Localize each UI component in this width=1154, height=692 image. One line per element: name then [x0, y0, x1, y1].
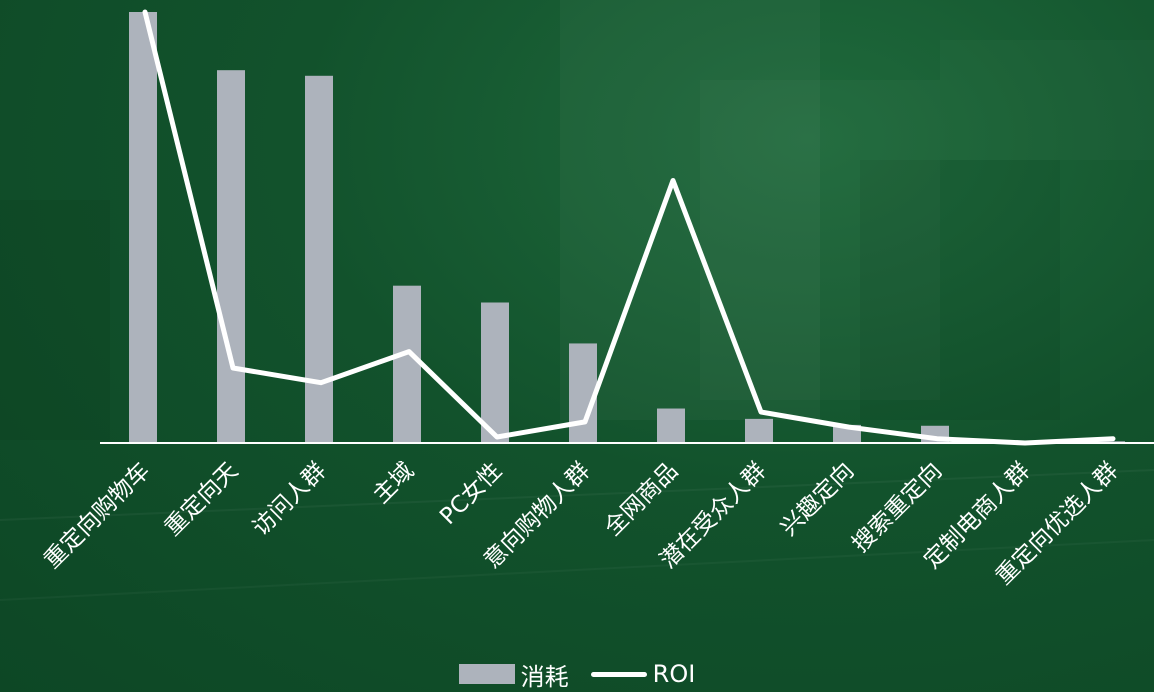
x-tick-label-2: 重定向天	[160, 458, 243, 541]
bar-2	[217, 70, 245, 443]
bar-4	[393, 285, 421, 443]
bar-6	[569, 343, 597, 443]
x-tick-label-5: PC女性	[435, 458, 507, 530]
bar-8	[745, 418, 773, 443]
bar-series	[129, 12, 1125, 444]
bar-5	[481, 302, 509, 443]
legend-line-swatch	[590, 671, 647, 677]
x-tick-label-4: 主域	[368, 458, 419, 509]
legend: 消耗 ROI	[0, 656, 1154, 692]
bar-7	[657, 408, 685, 443]
bar-1	[129, 12, 157, 443]
legend-item-roi: ROI	[590, 660, 696, 688]
x-tick-label-7: 全网商品	[600, 458, 683, 541]
legend-spend-label: 消耗	[520, 662, 569, 691]
x-tick-label-1: 重定向购物车	[39, 458, 155, 574]
roi-line	[142, 9, 1116, 446]
legend-item-spend: 消耗	[458, 657, 569, 692]
x-tick-label-3: 访问人群	[248, 458, 331, 541]
legend-bar-swatch	[458, 664, 515, 684]
legend-roi-label: ROI	[652, 660, 696, 688]
bar-3	[305, 75, 333, 444]
x-tick-label-9: 兴趣定向	[776, 458, 859, 541]
